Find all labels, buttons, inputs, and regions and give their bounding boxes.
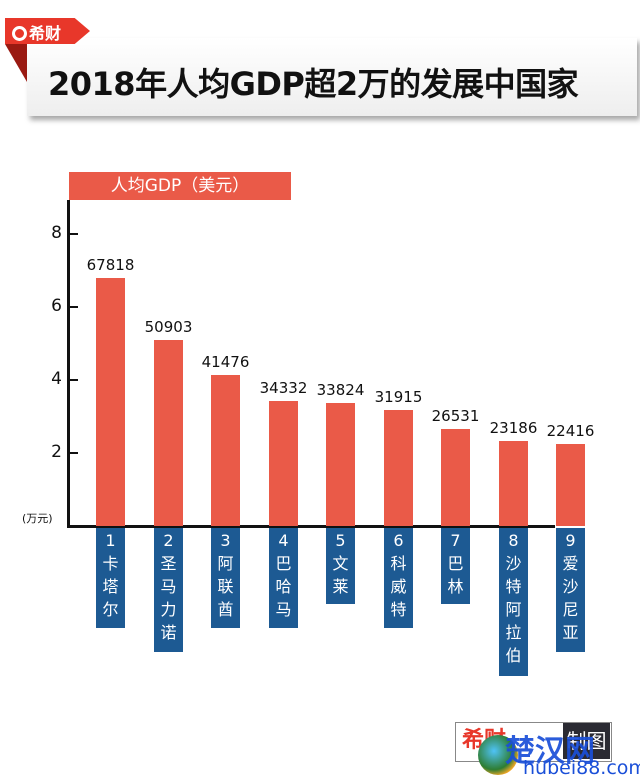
bar: [326, 403, 355, 526]
category-rank: 7: [450, 531, 461, 550]
category-name-char: 酋: [217, 600, 234, 619]
category-name-char: 卡: [102, 554, 119, 573]
footer-made-label: 制图: [563, 723, 610, 759]
y-tick-label: 2: [51, 442, 62, 462]
category-rank: 3: [220, 531, 231, 550]
bar: [499, 441, 528, 526]
chart-title: 2018年人均GDP超2万的发展中国家: [48, 65, 579, 103]
category-name-char: 伯: [505, 646, 522, 665]
category-rank: 9: [565, 531, 576, 550]
category-label: 6 科威特: [384, 528, 413, 628]
title-banner: [27, 38, 637, 116]
watermark-text: 楚汉网: [505, 734, 595, 769]
bar-value-label: 23186: [489, 419, 538, 437]
category-name-char: 沙: [562, 577, 579, 596]
category-name-char: 阿: [217, 554, 234, 573]
category-name-char: 诺: [160, 623, 177, 642]
category-name-char: 巴: [447, 554, 464, 573]
y-tick: [70, 379, 78, 381]
category-rank: 4: [278, 531, 289, 550]
category-name-char: 特: [505, 577, 522, 596]
brand-tag-fold: [5, 44, 27, 82]
category-label: 1 卡塔尔: [96, 528, 125, 628]
bar-value-label: 31915: [374, 388, 423, 406]
category-rank: 6: [393, 531, 404, 550]
category-label: 2 圣马力诺: [154, 528, 183, 652]
category-rank: 8: [508, 531, 519, 550]
y-tick-label: 4: [51, 369, 62, 389]
bar: [384, 410, 413, 526]
brand-logo: 希财: [12, 20, 61, 44]
bar: [556, 444, 585, 526]
category-rank: 5: [335, 531, 346, 550]
category-name-char: 林: [447, 577, 464, 596]
y-tick: [70, 452, 78, 454]
legend-label: 人均GDP（美元）: [69, 172, 291, 200]
category-label: 5 文莱: [326, 528, 355, 604]
category-name-char: 马: [160, 577, 177, 596]
bar: [441, 429, 470, 526]
category-name-char: 联: [217, 577, 234, 596]
watermark-url: hubei88.com: [523, 757, 640, 779]
category-name-char: 力: [160, 600, 177, 619]
category-name-char: 莱: [332, 577, 349, 596]
category-name-char: 沙: [505, 554, 522, 573]
bar-value-label: 50903: [144, 318, 193, 336]
bar-value-label: 33824: [316, 381, 365, 399]
category-name-char: 哈: [275, 577, 292, 596]
bar-value-label: 22416: [546, 422, 595, 440]
category-name-char: 巴: [275, 554, 292, 573]
y-tick: [70, 306, 78, 308]
y-axis-unit: (万元): [22, 512, 53, 525]
category-label: 4 巴哈马: [269, 528, 298, 628]
category-name-char: 阿: [505, 600, 522, 619]
bar: [154, 340, 183, 526]
category-name-char: 圣: [160, 554, 177, 573]
bar-value-label: 67818: [86, 256, 135, 274]
watermark-globe-icon: [478, 735, 518, 775]
category-name-char: 塔: [102, 577, 119, 596]
category-name-char: 文: [332, 554, 349, 573]
category-name-char: 亚: [562, 623, 579, 642]
category-name-char: 科: [390, 554, 407, 573]
category-rank: 1: [105, 531, 116, 550]
category-name-char: 威: [390, 577, 407, 596]
bar-value-label: 34332: [259, 379, 308, 397]
bar: [211, 375, 240, 526]
category-name-char: 马: [275, 600, 292, 619]
bar: [96, 278, 125, 526]
brand-e-icon: [12, 26, 27, 41]
bar-value-label: 26531: [431, 407, 480, 425]
category-name-char: 特: [390, 600, 407, 619]
bar: [269, 401, 298, 526]
category-name-char: 尼: [562, 600, 579, 619]
category-rank: 2: [163, 531, 174, 550]
category-label: 8 沙特阿拉伯: [499, 528, 528, 676]
category-label: 7 巴林: [441, 528, 470, 604]
x-axis: [67, 525, 555, 528]
category-name-char: 拉: [505, 623, 522, 642]
category-label: 9 爱沙尼亚: [556, 528, 585, 652]
y-tick: [70, 233, 78, 235]
category-name-char: 尔: [102, 600, 119, 619]
y-axis: [67, 200, 70, 528]
bar-value-label: 41476: [201, 353, 250, 371]
y-tick-label: 6: [51, 296, 62, 316]
category-label: 3 阿联酋: [211, 528, 240, 628]
y-tick-label: 8: [51, 223, 62, 243]
category-name-char: 爱: [562, 554, 579, 573]
brand-name: 希财: [29, 24, 62, 43]
